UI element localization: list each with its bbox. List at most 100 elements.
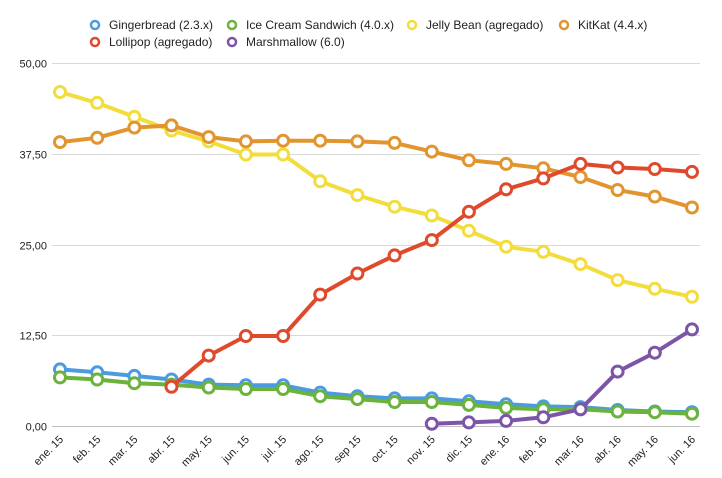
data-point bbox=[573, 257, 588, 272]
series-lollipop-agregado bbox=[164, 156, 699, 394]
data-point bbox=[350, 134, 365, 149]
data-point bbox=[127, 376, 142, 391]
series-kitkat-4-4-x bbox=[53, 118, 699, 215]
x-tick-label: jun. 16 bbox=[666, 434, 699, 467]
data-point bbox=[610, 364, 625, 379]
data-point bbox=[313, 389, 328, 404]
data-point bbox=[685, 200, 699, 215]
data-point bbox=[350, 392, 365, 407]
data-point bbox=[387, 135, 402, 150]
data-point bbox=[350, 266, 365, 281]
data-point bbox=[685, 289, 699, 304]
legend-marker bbox=[89, 36, 101, 48]
data-point bbox=[387, 248, 402, 263]
legend-label: Ice Cream Sandwich (4.0.x) bbox=[246, 18, 394, 32]
legend-marker bbox=[558, 19, 570, 31]
legend-marker bbox=[406, 19, 418, 31]
legend-item-jelly-bean-agregado: Jelly Bean (agregado) bbox=[406, 18, 543, 32]
x-tick-label: mar. 15 bbox=[106, 434, 140, 468]
data-point bbox=[53, 85, 67, 99]
y-tick-label: 0,00 bbox=[26, 422, 47, 434]
data-point bbox=[238, 147, 253, 162]
data-point bbox=[238, 382, 253, 396]
x-tick-label: oct. 15 bbox=[369, 434, 401, 466]
data-point bbox=[350, 188, 365, 203]
data-point bbox=[499, 239, 514, 254]
legend-label: Lollipop (agregado) bbox=[109, 35, 212, 49]
x-axis: ene. 15 feb. 15 mar. 15 abr. 15 may. 15 jun. … bbox=[32, 434, 698, 470]
data-point bbox=[164, 379, 179, 394]
data-point bbox=[276, 133, 291, 148]
data-point bbox=[461, 153, 476, 168]
legend-marker bbox=[89, 19, 101, 31]
grid bbox=[52, 63, 700, 427]
data-point bbox=[276, 147, 291, 162]
data-point bbox=[536, 410, 551, 425]
data-point bbox=[424, 395, 439, 409]
data-point bbox=[647, 162, 662, 176]
x-tick-label: ago. 15 bbox=[292, 434, 326, 468]
x-tick-label: may. 15 bbox=[179, 434, 215, 470]
data-point bbox=[610, 160, 625, 175]
data-point bbox=[499, 400, 514, 415]
data-point bbox=[313, 174, 328, 189]
data-point bbox=[461, 204, 476, 219]
data-point bbox=[685, 322, 699, 337]
series-marshmallow-6-0 bbox=[424, 322, 699, 431]
legend-marker bbox=[226, 36, 238, 48]
x-tick-label: feb. 15 bbox=[71, 434, 103, 466]
data-point bbox=[573, 156, 588, 171]
legend: Gingerbread (2.3.x) Ice Cream Sandwich (4… bbox=[89, 18, 647, 49]
data-point bbox=[127, 120, 142, 135]
data-point bbox=[201, 130, 216, 145]
data-point bbox=[499, 413, 514, 428]
data-point bbox=[164, 118, 179, 133]
data-point bbox=[647, 345, 662, 360]
data-point bbox=[424, 233, 439, 248]
data-point bbox=[461, 415, 476, 430]
data-point bbox=[536, 171, 551, 186]
x-tick-label: ene. 16 bbox=[478, 434, 512, 468]
x-tick-label: sep 15 bbox=[332, 434, 364, 466]
data-point bbox=[424, 208, 439, 223]
x-tick-label: dic. 15 bbox=[444, 434, 475, 465]
data-point bbox=[573, 170, 588, 184]
data-point bbox=[90, 372, 105, 387]
data-point bbox=[499, 156, 514, 171]
data-point bbox=[685, 406, 699, 421]
data-point bbox=[499, 182, 514, 197]
data-point bbox=[647, 281, 662, 296]
data-point bbox=[461, 223, 476, 238]
legend-label: Marshmallow (6.0) bbox=[246, 35, 345, 49]
legend-item-lollipop-agregado: Lollipop (agregado) bbox=[89, 35, 212, 49]
data-point bbox=[647, 189, 662, 204]
data-point bbox=[90, 130, 105, 145]
data-point bbox=[387, 199, 402, 214]
x-tick-label: feb. 16 bbox=[517, 434, 549, 466]
x-tick-label: nov. 15 bbox=[404, 434, 437, 467]
data-point bbox=[276, 382, 291, 396]
series-layer bbox=[53, 85, 699, 431]
x-tick-label: jul. 15 bbox=[259, 434, 289, 464]
legend-item-gingerbread-2-3-x: Gingerbread (2.3.x) bbox=[89, 18, 213, 32]
y-tick-label: 50,00 bbox=[19, 59, 47, 71]
data-point bbox=[53, 370, 67, 385]
data-point bbox=[647, 405, 662, 420]
legend-item-marshmallow-6-0: Marshmallow (6.0) bbox=[226, 35, 345, 49]
legend-item-kitkat-4-4-x: KitKat (4.4.x) bbox=[558, 18, 647, 32]
y-tick-label: 37,50 bbox=[19, 150, 47, 162]
data-point bbox=[387, 395, 402, 409]
data-point bbox=[313, 133, 328, 148]
x-tick-label: jun. 15 bbox=[219, 434, 252, 467]
x-tick-label: abr. 15 bbox=[145, 434, 177, 466]
legend-label: KitKat (4.4.x) bbox=[578, 18, 647, 32]
x-tick-label: may. 16 bbox=[625, 434, 661, 470]
legend-label: Gingerbread (2.3.x) bbox=[109, 18, 213, 32]
y-tick-label: 12,50 bbox=[19, 331, 47, 343]
data-point bbox=[685, 164, 699, 179]
data-point bbox=[461, 397, 476, 412]
legend-marker bbox=[226, 19, 238, 31]
data-point bbox=[90, 95, 105, 110]
legend-label: Jelly Bean (agregado) bbox=[426, 18, 543, 32]
